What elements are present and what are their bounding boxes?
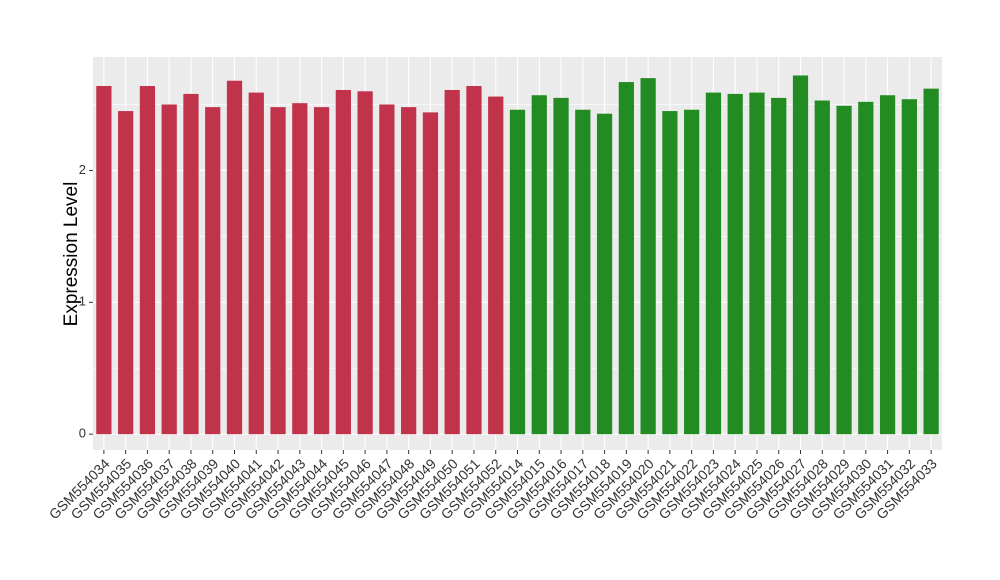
bar [858,101,874,435]
bar [248,92,264,435]
bar [488,96,504,435]
y-tick-label: 2 [79,162,86,177]
bar [749,92,765,435]
bar [509,109,526,435]
bar [923,88,939,435]
bar [270,107,286,435]
bar [357,91,373,435]
bar [96,86,112,435]
bar [618,82,634,435]
bar [575,109,591,435]
bar [401,107,417,435]
bar [727,93,743,435]
bar [705,92,722,435]
y-axis-title: Expression Level [61,182,82,327]
bar [662,111,678,435]
bar [553,97,569,435]
bar [814,100,830,435]
bar [205,107,221,435]
bar [335,89,351,435]
bar [640,78,656,435]
bar [313,107,330,435]
bar [292,103,308,435]
bar [596,113,613,435]
bar [161,104,177,435]
y-tick-label: 1 [79,294,86,309]
bar [792,75,809,435]
bar [836,105,852,435]
bar [684,109,700,435]
bar [901,99,917,435]
bar [422,112,439,435]
bar [531,95,547,435]
bar [183,93,199,435]
bar [771,97,787,435]
bar [466,86,482,435]
bar [379,104,395,435]
y-tick-label: 0 [79,426,86,441]
bar [444,89,460,435]
bar [139,86,156,435]
bar [226,80,243,435]
bar [879,95,896,435]
bar [118,111,134,435]
